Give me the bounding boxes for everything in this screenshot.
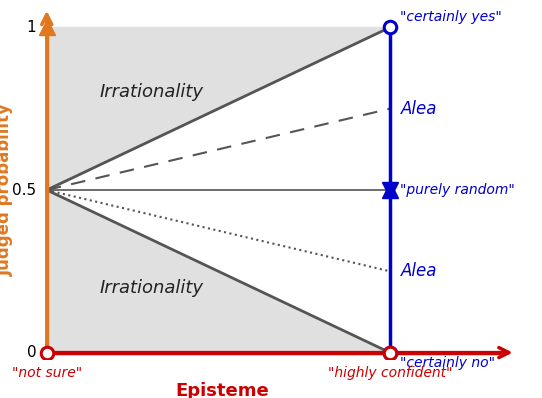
Polygon shape xyxy=(47,27,390,190)
Text: Episteme: Episteme xyxy=(176,382,269,398)
Text: Irrationality: Irrationality xyxy=(99,84,203,101)
Text: "highly confident": "highly confident" xyxy=(328,366,452,380)
Text: 0.5: 0.5 xyxy=(12,183,36,197)
Text: 0: 0 xyxy=(27,345,36,360)
Text: Alea: Alea xyxy=(401,262,437,280)
Text: "purely random": "purely random" xyxy=(401,183,515,197)
Polygon shape xyxy=(47,190,390,353)
Text: 1: 1 xyxy=(27,20,36,35)
Text: Alea: Alea xyxy=(401,100,437,118)
Text: Judged probability: Judged probability xyxy=(0,103,14,277)
Text: "certainly no": "certainly no" xyxy=(401,356,495,370)
Text: "certainly yes": "certainly yes" xyxy=(401,10,502,24)
Text: "not sure": "not sure" xyxy=(12,366,82,380)
Text: Irrationality: Irrationality xyxy=(99,279,203,297)
